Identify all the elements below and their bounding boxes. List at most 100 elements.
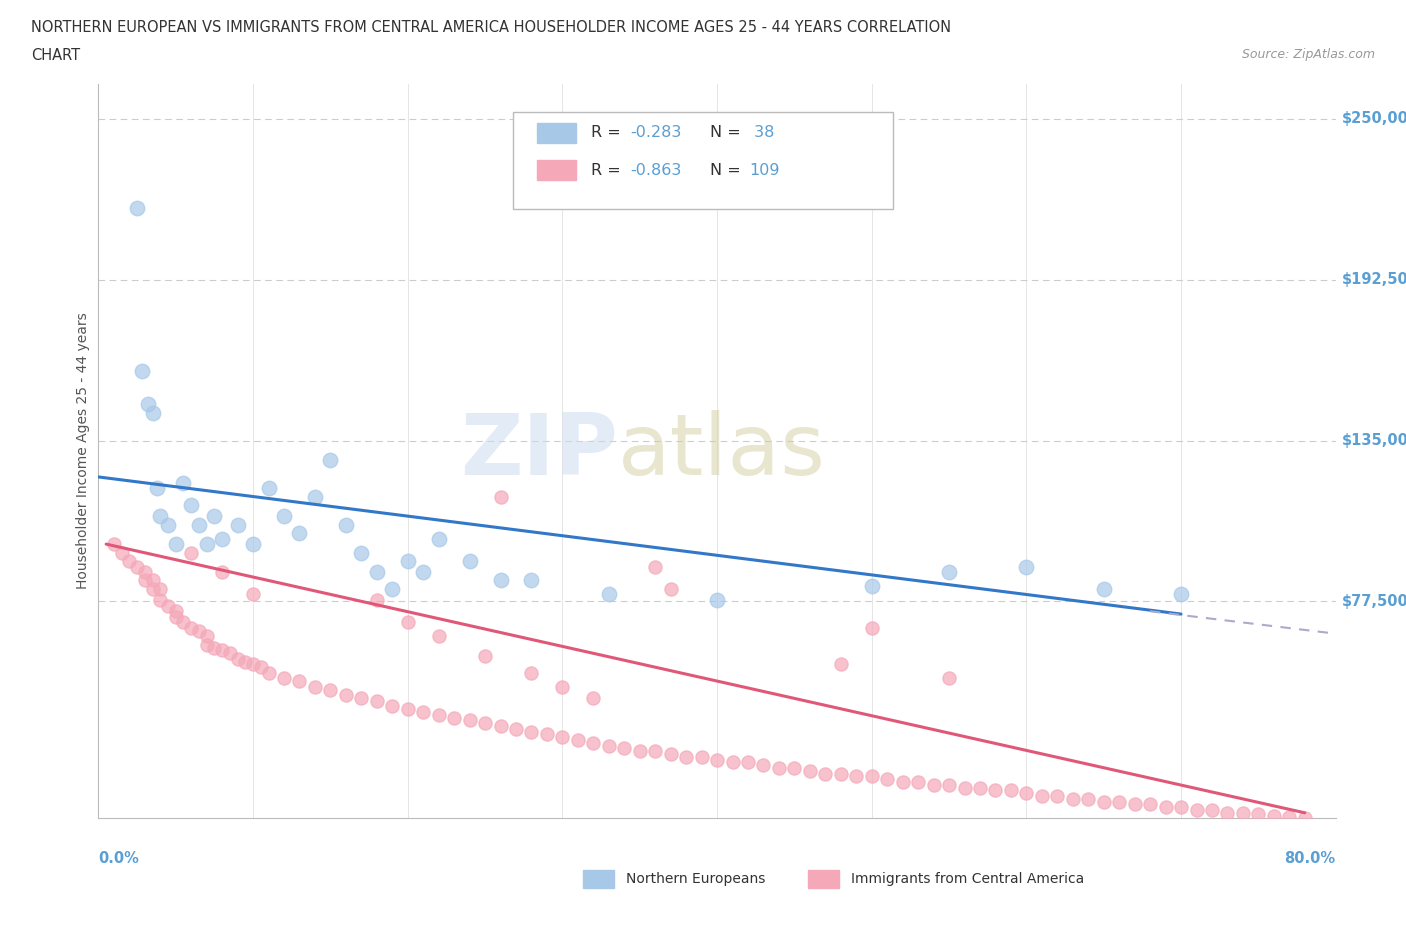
Point [1263,808,1285,823]
Point [188,623,211,638]
Point [1216,805,1239,820]
Point [737,755,759,770]
Text: R =: R = [591,163,626,178]
Point [195,629,218,644]
Text: Immigrants from Central America: Immigrants from Central America [851,871,1084,886]
Text: N =: N = [710,126,747,140]
Point [118,553,141,568]
Point [768,761,790,776]
Text: 38: 38 [749,126,775,140]
Point [235,654,257,669]
Point [706,592,728,607]
Point [474,648,496,663]
Point [1046,789,1069,804]
Text: atlas: atlas [619,409,827,493]
Point [984,783,1007,798]
Point [1031,789,1053,804]
Point [172,615,194,630]
Point [551,730,574,745]
Point [752,758,775,773]
Point [195,537,218,551]
Point [938,777,960,792]
Point [1170,587,1192,602]
Point [1015,786,1038,801]
Point [876,772,898,787]
Point [288,525,311,540]
Point [141,573,165,588]
Point [211,531,233,546]
Text: 80.0%: 80.0% [1285,852,1336,867]
Text: NORTHERN EUROPEAN VS IMMIGRANTS FROM CENTRAL AMERICA HOUSEHOLDER INCOME AGES 25 : NORTHERN EUROPEAN VS IMMIGRANTS FROM CEN… [31,20,950,35]
Point [242,657,264,671]
Point [412,565,434,579]
Text: ZIP: ZIP [460,409,619,493]
Point [799,764,821,778]
Point [250,659,273,674]
Point [1170,800,1192,815]
Point [1123,797,1146,812]
Point [427,531,450,546]
Text: $192,500: $192,500 [1341,272,1406,287]
Point [273,671,295,686]
Point [443,711,465,725]
Point [366,694,388,709]
Text: R =: R = [591,126,626,140]
Point [366,592,388,607]
Point [1108,794,1130,809]
Point [165,537,187,551]
Point [195,637,218,652]
Point [953,780,976,795]
Point [458,553,481,568]
Point [127,559,149,574]
Point [136,397,159,412]
Point [1232,805,1254,820]
Point [219,645,242,660]
Point [204,640,226,655]
Point [134,573,156,588]
Point [319,683,342,698]
Point [111,545,132,560]
Point [149,592,172,607]
Point [288,674,311,689]
Point [381,581,404,596]
Point [922,777,945,792]
Point [366,565,388,579]
Point [675,750,697,764]
Point [536,727,558,742]
Point [598,587,620,602]
Point [396,615,419,630]
Point [350,691,373,706]
Point [381,699,404,714]
Point [180,620,202,635]
Point [134,565,156,579]
Point [226,517,249,532]
Point [427,708,450,723]
Point [165,604,187,618]
Point [396,702,419,717]
Point [242,537,264,551]
Point [211,643,233,658]
Point [845,769,868,784]
Point [319,453,342,468]
Point [582,691,605,706]
Point [127,201,149,216]
Point [598,738,620,753]
Point [520,573,543,588]
Point [304,680,326,695]
Point [969,780,991,795]
Point [860,620,883,635]
Point [489,719,512,734]
Point [613,741,636,756]
Point [1154,800,1177,815]
Text: Source: ZipAtlas.com: Source: ZipAtlas.com [1241,48,1375,61]
Point [335,688,357,703]
Point [211,565,233,579]
Point [226,651,249,666]
Text: N =: N = [710,163,747,178]
Point [1278,809,1301,824]
Point [706,752,728,767]
Point [644,559,666,574]
Point [1077,791,1099,806]
Point [1294,811,1316,826]
Text: 109: 109 [749,163,780,178]
